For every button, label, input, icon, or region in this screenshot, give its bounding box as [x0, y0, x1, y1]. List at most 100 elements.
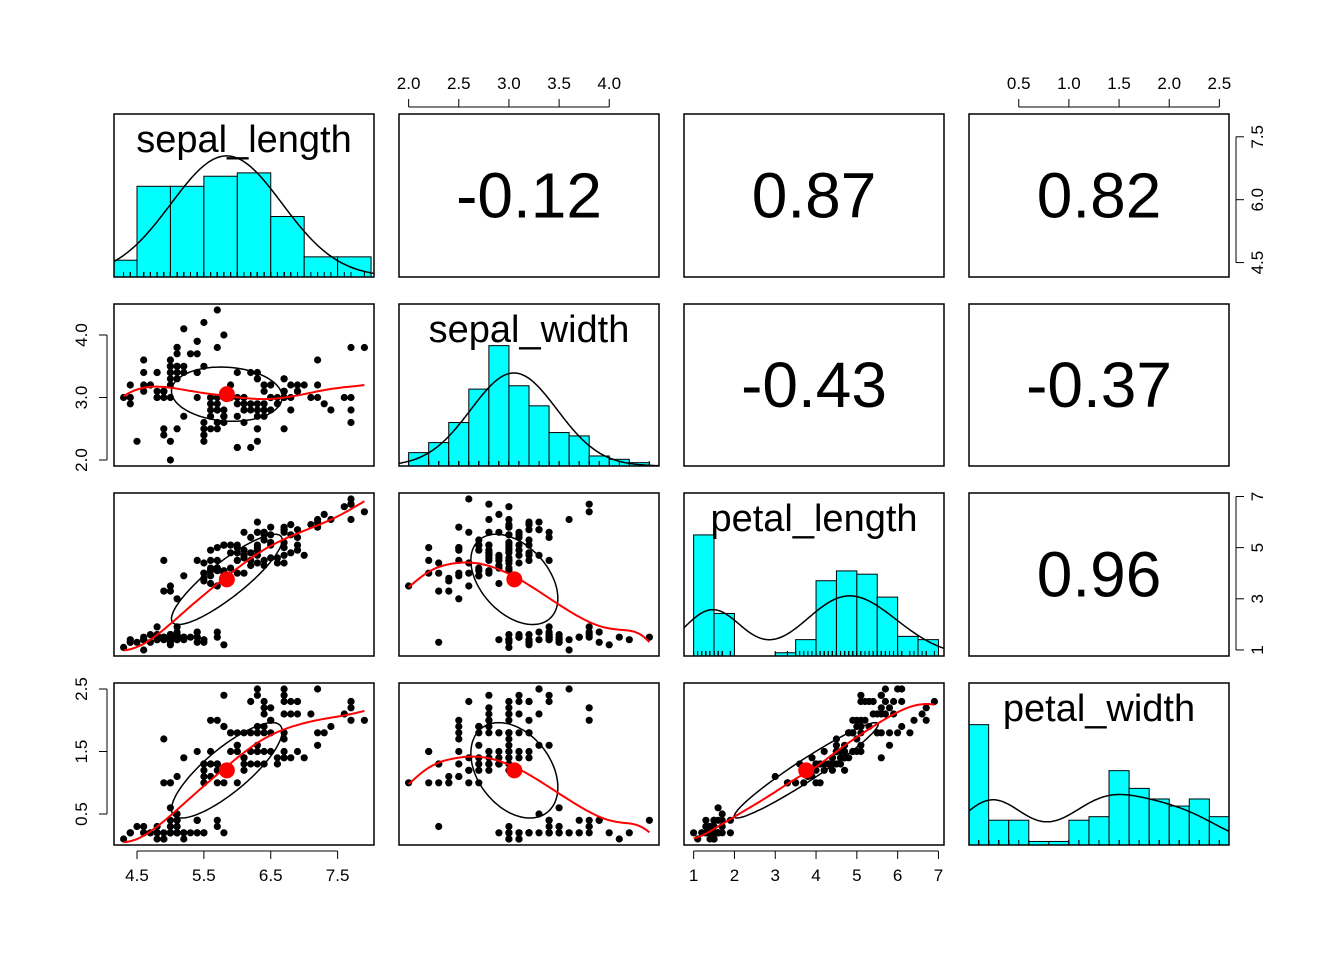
- data-point: [515, 835, 523, 843]
- histogram-bar: [528, 405, 550, 466]
- data-point: [153, 368, 161, 377]
- data-point: [166, 636, 174, 644]
- data-point: [233, 556, 241, 565]
- data-point: [347, 393, 355, 402]
- correlation-value: 0.96: [1037, 539, 1162, 611]
- data-point: [360, 716, 368, 724]
- data-point: [140, 822, 148, 831]
- y-tick-label: 3.0: [72, 386, 91, 410]
- data-point: [314, 356, 322, 364]
- data-point: [485, 704, 493, 712]
- histogram-bar: [897, 635, 919, 656]
- data-point: [435, 822, 443, 831]
- y-tick-label: 2.5: [72, 677, 91, 701]
- data-point: [505, 729, 513, 737]
- data-point: [485, 541, 493, 549]
- data-point: [207, 556, 215, 565]
- data-point: [173, 772, 181, 781]
- data-point: [253, 747, 261, 756]
- data-point: [575, 816, 583, 824]
- data-point: [193, 829, 201, 837]
- x-tick-label: 7.5: [326, 866, 350, 885]
- data-point: [485, 500, 493, 508]
- data-point: [485, 556, 493, 565]
- data-point: [314, 685, 322, 693]
- data-point: [495, 636, 503, 644]
- data-point: [475, 766, 483, 774]
- data-point: [180, 362, 188, 370]
- data-point: [455, 735, 463, 743]
- data-point: [213, 425, 221, 433]
- data-point: [625, 636, 633, 644]
- data-point: [227, 729, 235, 737]
- data-point: [575, 829, 583, 837]
- data-point: [140, 646, 148, 654]
- data-point: [327, 406, 335, 414]
- data-point: [545, 822, 553, 831]
- data-point: [515, 559, 523, 567]
- data-point: [280, 544, 288, 552]
- data-point: [240, 766, 248, 774]
- data-point: [240, 400, 248, 408]
- data-point: [253, 760, 261, 768]
- data-point: [505, 822, 513, 831]
- data-point: [160, 556, 168, 565]
- y-tick-label-right: 1: [1248, 645, 1267, 654]
- data-point: [153, 387, 161, 395]
- data-point: [260, 387, 268, 395]
- panel-content: [120, 495, 368, 654]
- data-point: [213, 400, 221, 408]
- data-point: [133, 822, 141, 831]
- data-point: [160, 779, 168, 787]
- data-point: [645, 816, 654, 824]
- data-point: [585, 822, 593, 831]
- data-point: [200, 559, 208, 567]
- data-point: [505, 829, 513, 837]
- data-point: [535, 518, 543, 526]
- data-point: [545, 533, 553, 542]
- histogram-bar: [969, 724, 990, 845]
- data-point: [515, 528, 523, 536]
- panel-content: [120, 306, 368, 464]
- data-point: [475, 741, 483, 749]
- data-point: [525, 716, 533, 724]
- histogram-bar: [713, 612, 735, 656]
- diagonal-label-petal_length: petal_length: [710, 498, 917, 540]
- data-point: [465, 528, 473, 536]
- data-point: [495, 729, 503, 737]
- data-point: [360, 343, 368, 352]
- data-point: [505, 564, 513, 572]
- data-point: [898, 697, 906, 706]
- data-point: [247, 549, 255, 557]
- data-point: [166, 356, 174, 364]
- data-point: [220, 722, 228, 731]
- data-point: [535, 710, 543, 718]
- data-point: [153, 623, 161, 631]
- data-point: [918, 710, 926, 718]
- data-point: [213, 628, 221, 636]
- data-point: [193, 638, 201, 646]
- data-point: [465, 779, 473, 787]
- data-point: [160, 587, 168, 595]
- panel-sepal_width-petal_length: [683, 303, 945, 467]
- data-point: [173, 368, 181, 377]
- loess-smoother: [123, 384, 365, 401]
- data-point: [555, 631, 563, 639]
- data-point: [555, 822, 563, 831]
- data-point: [186, 829, 195, 837]
- x-tick-label: 2: [730, 866, 739, 885]
- data-point: [166, 368, 174, 377]
- y-tick-label-right: 7: [1248, 492, 1267, 501]
- data-point: [240, 754, 248, 762]
- density-curve: [399, 372, 659, 466]
- histogram-bar: [236, 172, 272, 277]
- data-point: [260, 400, 268, 408]
- data-point: [525, 697, 533, 706]
- data-point: [267, 381, 275, 389]
- data-point: [525, 631, 533, 639]
- correlation-value: -0.43: [741, 349, 887, 421]
- data-point: [253, 518, 261, 526]
- data-point: [207, 425, 215, 433]
- data-point: [193, 556, 201, 565]
- data-point: [877, 710, 885, 718]
